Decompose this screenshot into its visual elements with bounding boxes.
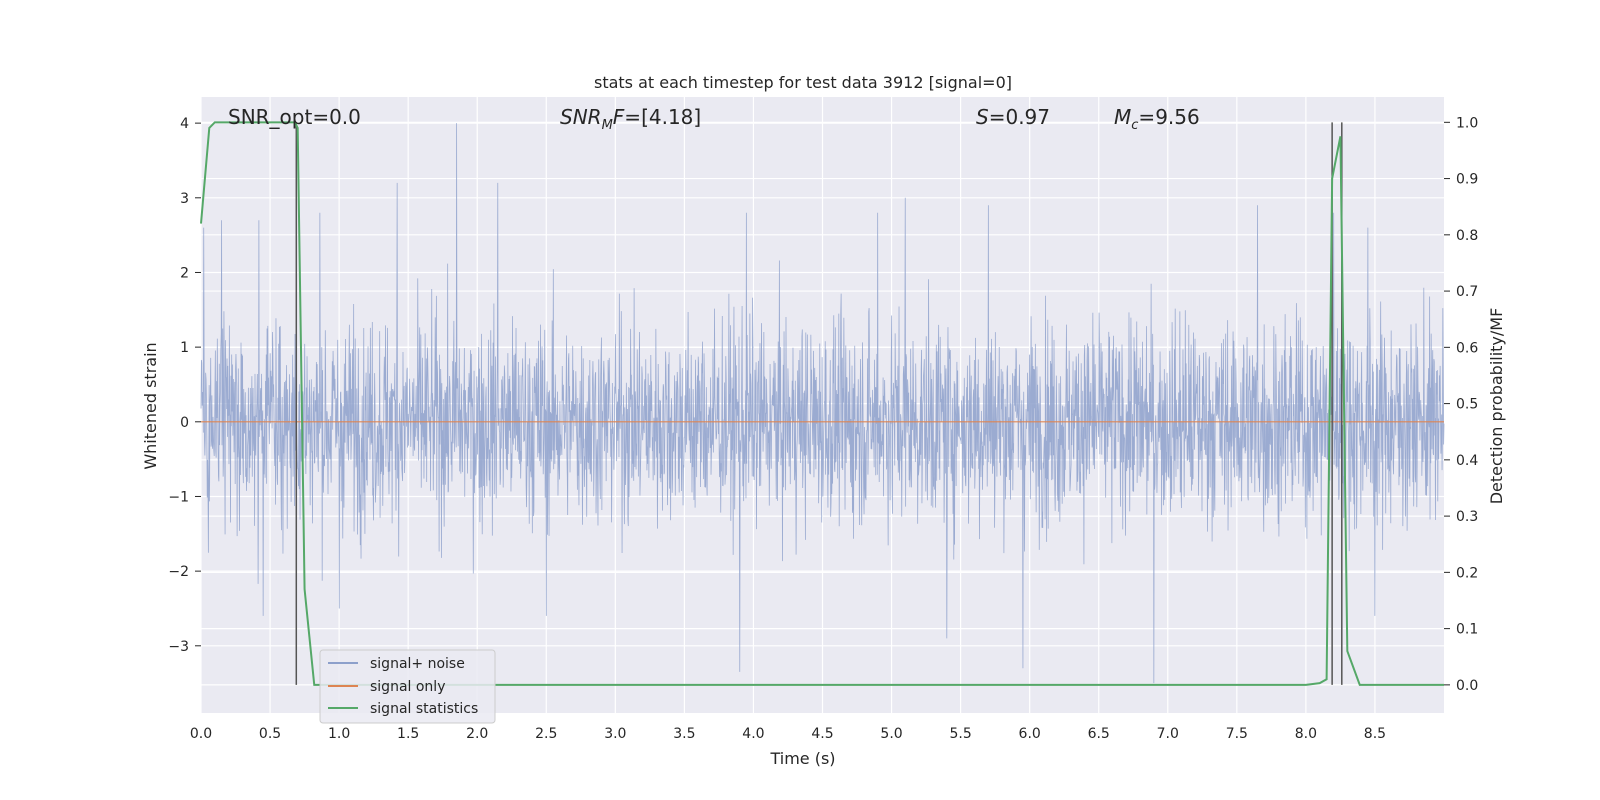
x-tick-label: 1.0 [328, 726, 350, 742]
annotation-snr-opt: SNR_opt=0.0 [228, 105, 361, 129]
x-tick-label: 3.0 [604, 726, 626, 742]
annotation-s-value: 0.97 [1005, 105, 1050, 129]
series-signal-noise [200, 123, 1445, 684]
y-tick-label-left: 3 [180, 191, 189, 207]
x-tick-label: 8.0 [1295, 726, 1317, 742]
y-tick-label-right: 0.6 [1456, 340, 1478, 356]
y-tick-label-right: 0.1 [1456, 622, 1478, 638]
y-axis-label-left: Whitened strain [141, 342, 160, 469]
x-tick-label: 2.5 [535, 726, 557, 742]
annotation-mc-value: 9.56 [1155, 105, 1200, 129]
y-tick-label-right: 0.2 [1456, 565, 1478, 581]
legend-label-signal-only: signal only [370, 679, 445, 695]
annotation-snr-mf: SNRMF=[4.18] [560, 105, 701, 133]
y-tick-label-left: −3 [168, 639, 189, 655]
x-tick-label: 0.0 [190, 726, 212, 742]
legend-label-signal-noise: signal+ noise [370, 656, 465, 672]
x-tick-label: 5.5 [949, 726, 971, 742]
y-tick-label-right: 0.7 [1456, 284, 1478, 300]
y-tick-label-right: 0.0 [1456, 678, 1478, 694]
y-tick-label-right: 0.5 [1456, 397, 1478, 413]
signal-noise-trace [200, 123, 1445, 684]
y-tick-label-left: −2 [168, 564, 189, 580]
y-tick-label-left: 0 [180, 415, 189, 431]
y-tick-label-right: 0.9 [1456, 172, 1478, 188]
x-tick-label: 3.5 [673, 726, 695, 742]
y-tick-label-left: −1 [168, 489, 189, 505]
x-tick-label: 0.5 [259, 726, 281, 742]
annotation-s: S=0.97 [976, 105, 1050, 129]
annotation-snr-mf-value: [4.18] [641, 105, 701, 129]
y-tick-label-right: 0.4 [1456, 453, 1478, 469]
x-tick-label: 7.5 [1226, 726, 1248, 742]
y-tick-label-right: 0.3 [1456, 509, 1478, 525]
x-tick-label: 4.0 [742, 726, 764, 742]
y-tick-label-right: 1.0 [1456, 115, 1478, 131]
x-tick-label: 6.5 [1088, 726, 1110, 742]
x-axis-label: Time (s) [769, 749, 835, 768]
annotation-mc: Mc=9.56 [1114, 105, 1200, 133]
y-tick-label-right: 0.8 [1456, 228, 1478, 244]
legend-label-signal-statistics: signal statistics [370, 701, 478, 717]
x-tick-label: 7.0 [1157, 726, 1179, 742]
chart-title: stats at each timestep for test data 391… [594, 73, 1012, 92]
x-tick-label: 8.5 [1364, 726, 1386, 742]
y-tick-label-left: 4 [180, 116, 189, 132]
x-tick-label: 6.0 [1019, 726, 1041, 742]
legend-box [319, 649, 496, 724]
x-tick-label: 5.0 [880, 726, 902, 742]
y-tick-label-left: 1 [180, 340, 189, 356]
y-tick-label-left: 2 [180, 265, 189, 281]
x-tick-label: 1.5 [397, 726, 419, 742]
legend: signal+ noise signal only signal statist… [319, 649, 496, 724]
x-tick-label: 4.5 [811, 726, 833, 742]
x-tick-label: 2.0 [466, 726, 488, 742]
y-axis-label-right: Detection probability/MF [1487, 308, 1506, 505]
